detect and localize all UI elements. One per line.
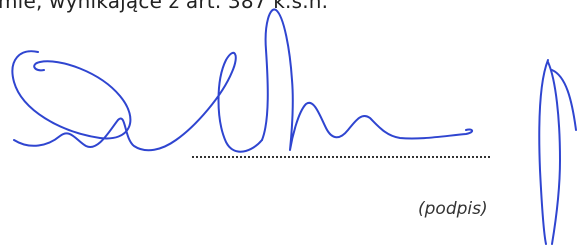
signature-stroke <box>539 60 576 244</box>
signature-stroke <box>14 53 262 152</box>
signature-stroke <box>262 9 472 150</box>
signature <box>0 0 586 245</box>
signature-stroke <box>12 51 130 138</box>
page: {"body_text": "mie, wynikające z art. 38… <box>0 0 586 245</box>
